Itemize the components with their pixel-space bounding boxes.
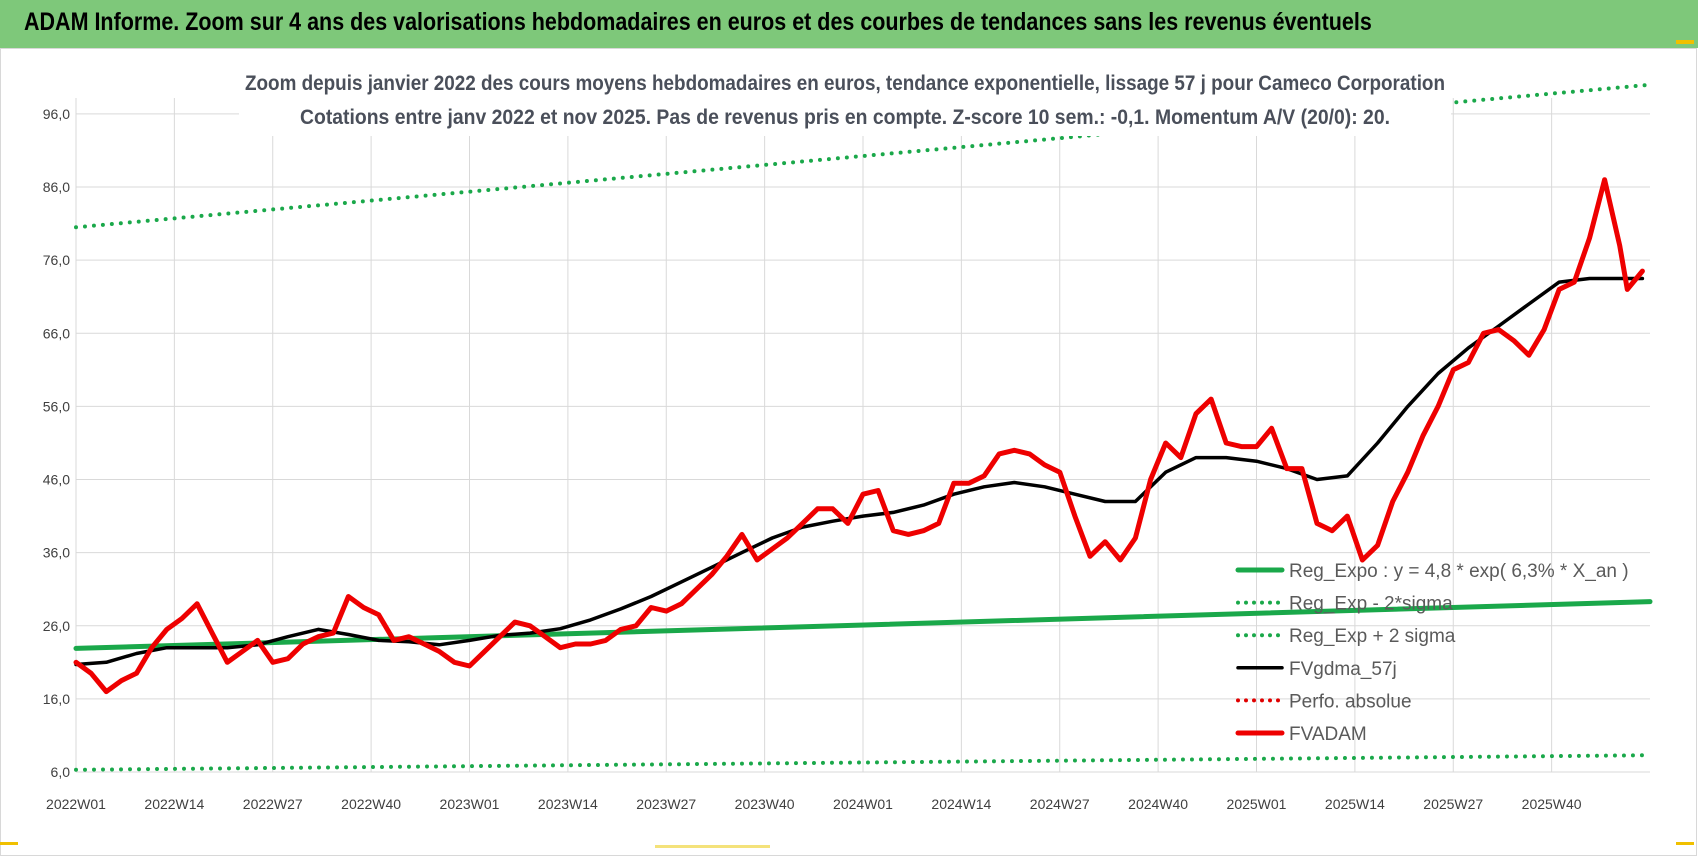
legend-label: Perfo. absolue — [1289, 691, 1412, 712]
y-axis: 6,0 16,0 26,0 36,0 46,0 56,0 66,0 76,0 86,0 96,0 — [43, 106, 70, 780]
series-layer — [73, 82, 1653, 772]
series-line-reg-expo — [73, 599, 1653, 651]
series-line-fvgdma-57j — [74, 276, 1645, 667]
x-tick-label: 2022W40 — [341, 796, 401, 812]
x-tick-label: 2022W27 — [243, 796, 303, 812]
x-tick-label: 2025W14 — [1325, 796, 1385, 812]
report-title: ADAM Informe. Zoom sur 4 ans des valoris… — [24, 8, 1372, 36]
x-tick-label: 2022W14 — [144, 796, 204, 812]
scroll-accent — [655, 845, 770, 848]
x-tick-label: 2025W40 — [1522, 796, 1582, 812]
y-tick-label: 36,0 — [43, 545, 70, 561]
legend-label: FVgdma_57j — [1289, 659, 1397, 680]
y-tick-label: 46,0 — [43, 472, 70, 488]
legend-label: Reg_Expo : y = 4,8 * exp( 6,3% * X_an ) — [1289, 561, 1629, 582]
y-tick-label: 96,0 — [43, 106, 70, 122]
x-tick-label: 2023W01 — [440, 796, 500, 812]
chart-title: Zoom depuis janvier 2022 des cours moyen… — [245, 72, 1445, 95]
x-tick-label: 2024W01 — [833, 796, 893, 812]
x-tick-label: 2024W40 — [1128, 796, 1188, 812]
series-line-reg-exp — [74, 753, 1652, 772]
legend: Reg_Expo : y = 4,8 * exp( 6,3% * X_an ) R… — [1235, 561, 1629, 745]
y-tick-label: 86,0 — [43, 179, 70, 195]
x-tick-label: 2025W01 — [1227, 796, 1287, 812]
x-tick-label: 2024W27 — [1030, 796, 1090, 812]
y-tick-label: 56,0 — [43, 398, 70, 414]
y-tick-label: 16,0 — [43, 691, 70, 707]
x-tick-label: 2023W14 — [538, 796, 598, 812]
y-tick-label: 26,0 — [43, 618, 70, 634]
y-tick-label: 66,0 — [43, 325, 70, 341]
y-tick-label: 6,0 — [51, 764, 71, 780]
legend-label: FVADAM — [1289, 724, 1367, 745]
corner-accent — [1676, 842, 1694, 845]
series-line-reg-exp — [74, 82, 1652, 230]
legend-label: Reg_Exp + 2 sigma — [1289, 626, 1456, 647]
grid — [75, 98, 1650, 773]
x-tick-label: 2023W40 — [735, 796, 795, 812]
series-line-fvadam — [73, 177, 1645, 695]
legend-label: Reg_Exp - 2*sigma — [1289, 594, 1453, 615]
chart-subtitle: Cotations entre janv 2022 et nov 2025. P… — [300, 106, 1390, 129]
y-tick-label: 76,0 — [43, 252, 70, 268]
x-tick-label: 2024W14 — [931, 796, 991, 812]
corner-accent — [1676, 40, 1694, 44]
x-tick-label: 2022W01 — [46, 796, 106, 812]
x-tick-label: 2025W27 — [1423, 796, 1483, 812]
report-header: ADAM Informe. Zoom sur 4 ans des valoris… — [0, 0, 1698, 48]
x-tick-label: 2023W27 — [636, 796, 696, 812]
corner-accent — [0, 842, 18, 845]
x-axis: 2022W01 2022W14 2022W27 2022W40 2023W01 2023W… — [46, 796, 1582, 812]
title-background — [239, 66, 1451, 136]
chart-frame — [0, 48, 1697, 856]
